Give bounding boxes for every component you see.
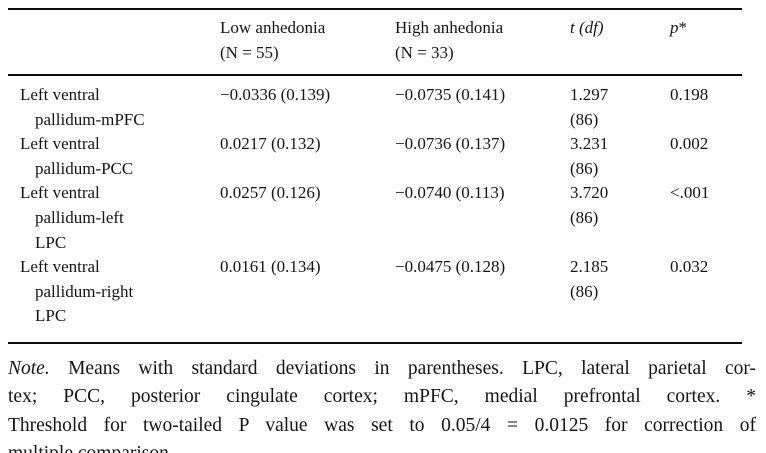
t-df-cell: 2.185 (86) — [570, 255, 670, 343]
note-prefix: Note. — [8, 357, 50, 379]
table-row: Left ventral pallidum-PCC 0.0217 (0.132)… — [8, 132, 742, 181]
table-header: Low anhedonia (N = 55) High anhedonia (N… — [8, 9, 742, 76]
high-anhedonia-value: −0.0736 (0.137) — [395, 134, 506, 154]
table-body: Left ventral pallidum-mPFC −0.0336 (0.13… — [8, 75, 742, 343]
header-p: p* — [670, 9, 742, 76]
low-anhedonia-value: −0.0336 (0.139) — [220, 85, 331, 104]
row-label-line1: Left ventral — [20, 257, 100, 277]
header-t-df: t (df) — [570, 9, 670, 76]
p-value: 0.032 — [670, 257, 709, 277]
table-note: Note. Means with standard deviations in … — [8, 355, 756, 453]
t-value: 1.297 — [570, 85, 609, 104]
df-value: (86) — [570, 207, 599, 227]
row-label-line2: pallidum-right — [35, 281, 134, 301]
t-df-cell: 3.231 (86) — [570, 132, 670, 181]
t-df-cell: 1.297 (86) — [570, 75, 670, 132]
header-low-line2: (N = 55) — [220, 43, 279, 62]
row-label-line2: pallidum-PCC — [35, 158, 134, 178]
row-label-cell: Left ventral pallidum-PCC — [8, 132, 220, 181]
note-line-1-text: Means with standard deviations in parent… — [49, 357, 756, 379]
p-label: p — [670, 18, 679, 37]
note-line-3: Threshold for two-tailed P value was set… — [8, 414, 756, 436]
p-value: <.001 — [670, 183, 710, 203]
header-row: Low anhedonia (N = 55) High anhedonia (N… — [8, 9, 742, 76]
anhedonia-comparison-table: Low anhedonia (N = 55) High anhedonia (N… — [8, 8, 742, 344]
row-label-line1: Left ventral — [20, 183, 100, 203]
table-row: Left ventral pallidum-left LPC 0.0257 (0… — [8, 181, 742, 255]
df-value: (86) — [570, 109, 599, 129]
row-label-cell: Left ventral pallidum-right LPC — [8, 255, 220, 343]
low-anhedonia-value: 0.0217 (0.132) — [220, 134, 321, 154]
df-value: (86) — [570, 281, 599, 301]
t-value: 2.185 — [570, 257, 609, 277]
p-value: 0.002 — [670, 134, 709, 154]
row-label-line2: pallidum-mPFC — [35, 109, 145, 129]
df-value: (86) — [570, 158, 599, 178]
header-low-line1: Low anhedonia — [220, 18, 326, 37]
note-line-4: multiple comparison. — [8, 440, 756, 453]
row-label-line3: LPC — [35, 232, 67, 252]
low-anhedonia-value: 0.0161 (0.134) — [220, 257, 321, 277]
header-high-line1: High anhedonia — [395, 18, 504, 37]
t-df-cell: 3.720 (86) — [570, 181, 670, 255]
p-asterisk: * — [678, 18, 688, 37]
row-label-line2: pallidum-left — [35, 207, 124, 227]
row-label-line1: Left ventral — [20, 85, 100, 104]
high-anhedonia-value: −0.0740 (0.113) — [395, 183, 505, 203]
row-label-line3: LPC — [35, 306, 67, 326]
t-value: 3.720 — [570, 183, 609, 203]
high-anhedonia-value: −0.0735 (0.141) — [395, 85, 506, 104]
note-line-2: tex; PCC, posterior cingulate cortex; mP… — [8, 386, 756, 408]
header-high-anhedonia: High anhedonia (N = 33) — [395, 9, 570, 76]
t-df-label: t (df) — [570, 18, 604, 37]
high-anhedonia-value: −0.0475 (0.128) — [395, 257, 506, 277]
header-high-line2: (N = 33) — [395, 43, 454, 62]
header-low-anhedonia: Low anhedonia (N = 55) — [220, 9, 395, 76]
note-line-1: Note. Means with standard deviations in … — [8, 355, 756, 384]
row-label-cell: Left ventral pallidum-left LPC — [8, 181, 220, 255]
p-value: 0.198 — [670, 85, 709, 104]
row-label-line1: Left ventral — [20, 134, 100, 154]
t-value: 3.231 — [570, 134, 609, 154]
row-label-cell: Left ventral pallidum-mPFC — [8, 75, 220, 132]
header-empty-cell — [8, 9, 220, 76]
table-row: Left ventral pallidum-mPFC −0.0336 (0.13… — [8, 75, 742, 132]
table-row: Left ventral pallidum-right LPC 0.0161 (… — [8, 255, 742, 343]
low-anhedonia-value: 0.0257 (0.126) — [220, 183, 321, 203]
